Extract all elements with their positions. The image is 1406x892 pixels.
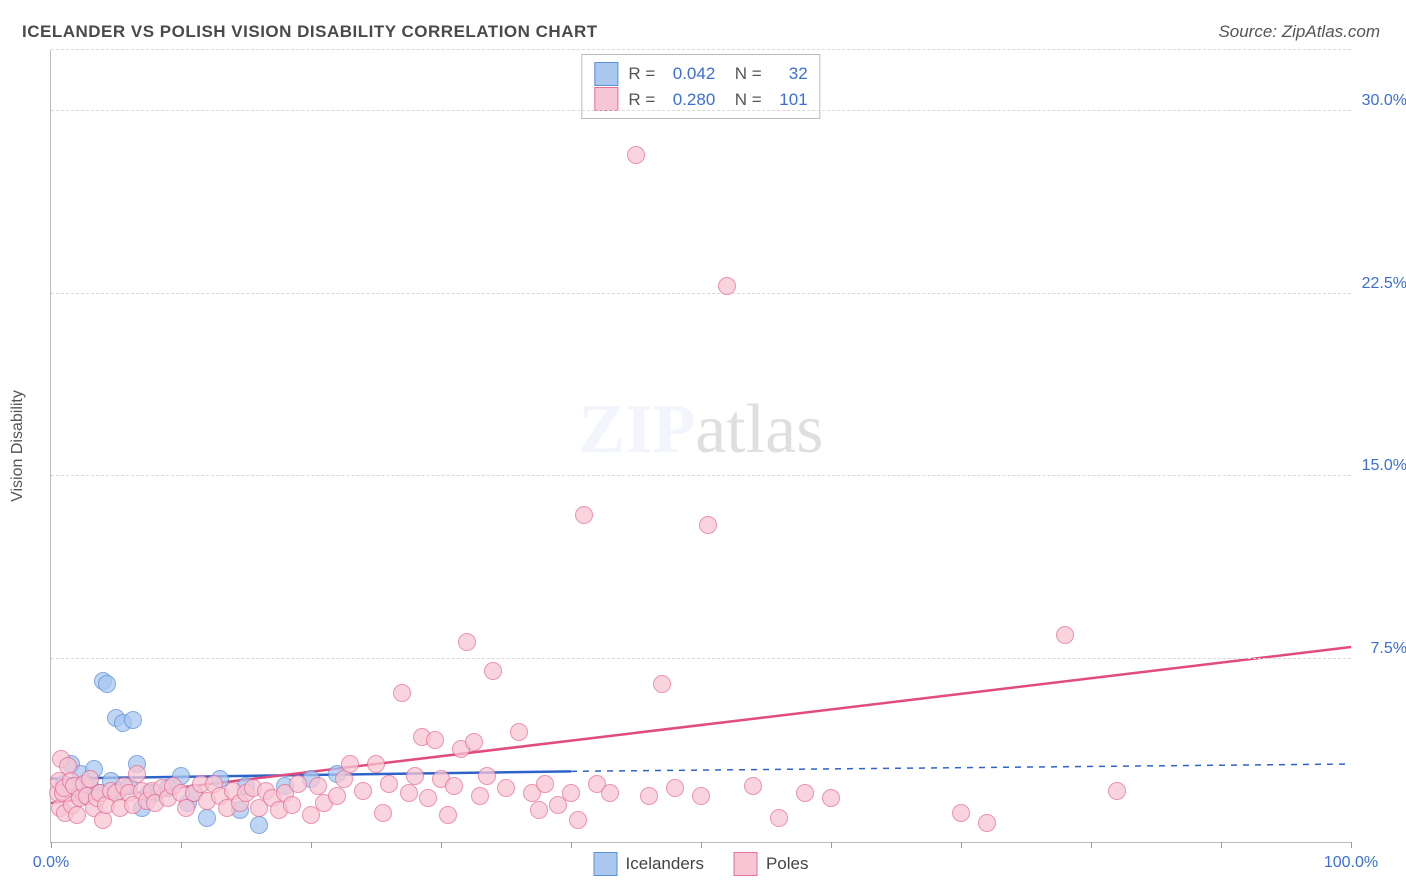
- data-point-pol: [822, 789, 840, 807]
- data-point-pol: [770, 809, 788, 827]
- data-point-pol: [744, 777, 762, 795]
- x-tick: [701, 842, 702, 848]
- data-point-pol: [393, 684, 411, 702]
- data-point-ice: [124, 711, 142, 729]
- data-point-pol: [653, 675, 671, 693]
- data-point-pol: [400, 784, 418, 802]
- data-point-pol: [536, 775, 554, 793]
- legend-item: Icelanders: [594, 852, 704, 876]
- data-point-pol: [328, 787, 346, 805]
- data-point-pol: [465, 733, 483, 751]
- y-axis-label: Vision Disability: [9, 390, 27, 502]
- scatter-plot: ZIPatlas R =0.042 N =32R =0.280 N =101 I…: [50, 50, 1351, 843]
- data-point-pol: [978, 814, 996, 832]
- x-tick: [51, 842, 52, 848]
- data-point-pol: [692, 787, 710, 805]
- legend-row-ice: R = 0.042 N = 32: [594, 61, 807, 87]
- data-point-pol: [458, 633, 476, 651]
- data-point-ice: [250, 816, 268, 834]
- data-point-pol: [128, 765, 146, 783]
- data-point-pol: [374, 804, 392, 822]
- data-point-pol: [419, 789, 437, 807]
- y-tick-label: 22.5%: [1362, 275, 1406, 293]
- legend-n-value: 101: [772, 87, 808, 113]
- data-point-pol: [640, 787, 658, 805]
- chart-title: ICELANDER VS POLISH VISION DISABILITY CO…: [22, 22, 598, 42]
- x-tick: [181, 842, 182, 848]
- data-point-pol: [289, 775, 307, 793]
- data-point-pol: [380, 775, 398, 793]
- y-gridline: [51, 475, 1351, 476]
- y-gridline: [51, 658, 1351, 659]
- data-point-pol: [484, 662, 502, 680]
- x-tick: [1221, 842, 1222, 848]
- x-tick: [961, 842, 962, 848]
- data-point-pol: [952, 804, 970, 822]
- data-point-pol: [530, 801, 548, 819]
- y-gridline: [51, 110, 1351, 111]
- data-point-pol: [562, 784, 580, 802]
- x-tick: [831, 842, 832, 848]
- data-point-pol: [575, 506, 593, 524]
- data-point-pol: [497, 779, 515, 797]
- data-point-pol: [283, 796, 301, 814]
- y-tick-label: 30.0%: [1362, 92, 1406, 110]
- x-tick: [1091, 842, 1092, 848]
- data-point-pol: [354, 782, 372, 800]
- data-point-pol: [627, 146, 645, 164]
- data-point-pol: [367, 755, 385, 773]
- x-tick-label: 0.0%: [33, 854, 69, 872]
- y-gridline: [51, 293, 1351, 294]
- data-point-pol: [718, 277, 736, 295]
- x-tick: [1351, 842, 1352, 848]
- data-point-pol: [796, 784, 814, 802]
- legend-n-value: 32: [772, 61, 808, 87]
- data-point-pol: [478, 767, 496, 785]
- data-point-pol: [341, 755, 359, 773]
- data-point-pol: [309, 777, 327, 795]
- legend-row-pol: R = 0.280 N = 101: [594, 87, 807, 113]
- data-point-pol: [439, 806, 457, 824]
- x-tick: [441, 842, 442, 848]
- y-tick-label: 7.5%: [1371, 640, 1406, 658]
- source-credit: Source: ZipAtlas.com: [1218, 22, 1380, 42]
- data-point-pol: [68, 806, 86, 824]
- data-point-pol: [445, 777, 463, 795]
- legend-item: Poles: [734, 852, 809, 876]
- x-tick: [571, 842, 572, 848]
- legend-swatch: [594, 852, 618, 876]
- legend-r-label: R =: [628, 87, 655, 113]
- data-point-pol: [1108, 782, 1126, 800]
- legend-r-value: 0.280: [665, 87, 715, 113]
- legend-swatch: [734, 852, 758, 876]
- series-legend: Icelanders Poles: [594, 852, 809, 876]
- data-point-pol: [406, 767, 424, 785]
- x-tick: [311, 842, 312, 848]
- data-point-pol: [510, 723, 528, 741]
- data-point-pol: [601, 784, 619, 802]
- data-point-pol: [569, 811, 587, 829]
- data-point-pol: [426, 731, 444, 749]
- legend-swatch: [594, 87, 618, 111]
- legend-n-label: N =: [725, 87, 761, 113]
- legend-r-value: 0.042: [665, 61, 715, 87]
- data-point-pol: [666, 779, 684, 797]
- legend-swatch: [594, 62, 618, 86]
- data-point-ice: [98, 675, 116, 693]
- legend-label: Icelanders: [626, 854, 704, 874]
- data-point-pol: [699, 516, 717, 534]
- legend-r-label: R =: [628, 61, 655, 87]
- data-point-pol: [471, 787, 489, 805]
- legend-n-label: N =: [725, 61, 761, 87]
- trend-lines: [51, 50, 1351, 842]
- y-tick-label: 15.0%: [1362, 457, 1406, 475]
- data-point-pol: [1056, 626, 1074, 644]
- legend-label: Poles: [766, 854, 809, 874]
- x-tick-label: 100.0%: [1324, 854, 1378, 872]
- data-point-ice: [198, 809, 216, 827]
